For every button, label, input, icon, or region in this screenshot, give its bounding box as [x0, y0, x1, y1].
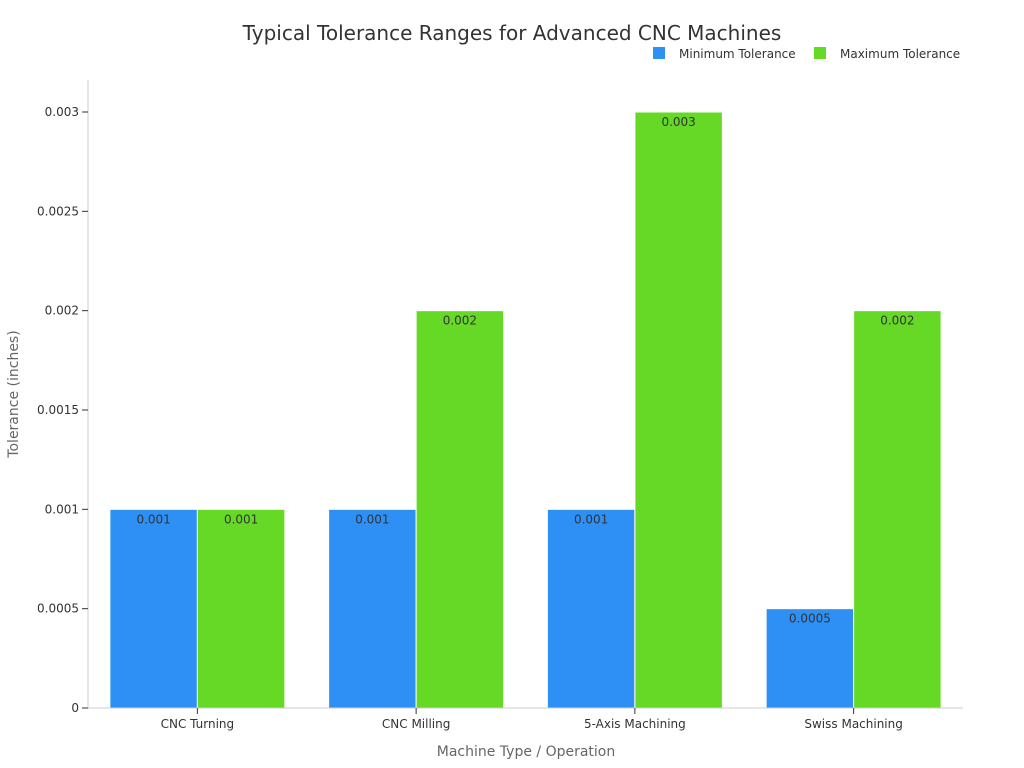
y-tick-label: 0.0015 [37, 403, 79, 417]
data-label: 0.0005 [789, 612, 831, 626]
x-tick-label: Swiss Machining [804, 717, 903, 731]
data-label: 0.001 [355, 512, 389, 526]
bar-maximum-tolerance [853, 310, 942, 709]
x-tick-label: CNC Turning [161, 717, 235, 731]
legend: Minimum Tolerance Maximum Tolerance [653, 47, 960, 61]
data-label: 0.002 [880, 314, 914, 328]
bar-minimum-tolerance [328, 508, 417, 709]
y-tick-label: 0.0025 [37, 204, 79, 218]
data-label: 0.002 [443, 314, 477, 328]
data-label: 0.001 [224, 512, 258, 526]
bar-minimum-tolerance [546, 508, 636, 709]
bar-maximum-tolerance [196, 508, 286, 709]
y-axis-title: Tolerance (inches) [6, 330, 22, 458]
bar-minimum-tolerance [765, 608, 855, 709]
bars-group: 0.001 0.001 0.001 0.002 0.001 0.003 0.0005 0.00… [109, 111, 942, 709]
y-tick-label: 0.003 [45, 105, 79, 119]
legend-label: Minimum Tolerance [679, 47, 796, 61]
legend-swatch [653, 47, 665, 59]
chart-title: Typical Tolerance Ranges for Advanced CN… [242, 21, 782, 45]
data-label: 0.003 [661, 115, 695, 129]
x-tick-label: 5-Axis Machining [584, 717, 686, 731]
bar-minimum-tolerance [109, 508, 198, 709]
y-tick-label: 0.002 [45, 304, 79, 318]
data-label: 0.001 [136, 512, 170, 526]
bar-maximum-tolerance [415, 310, 505, 709]
y-axis: 0 0.0005 0.001 0.0015 0.002 0.0025 0.003 [37, 80, 89, 715]
bar-maximum-tolerance [634, 111, 723, 709]
x-tick-label: CNC Milling [382, 717, 450, 731]
x-axis: CNC Turning CNC Milling 5-Axis Machining Sw… [88, 707, 963, 731]
data-label: 0.001 [574, 512, 608, 526]
legend-label: Maximum Tolerance [840, 47, 960, 61]
y-tick-label: 0 [71, 701, 79, 715]
y-tick-label: 0.001 [45, 502, 79, 516]
x-axis-title: Machine Type / Operation [437, 744, 616, 760]
y-tick-label: 0.0005 [37, 602, 79, 616]
legend-swatch [814, 47, 826, 59]
